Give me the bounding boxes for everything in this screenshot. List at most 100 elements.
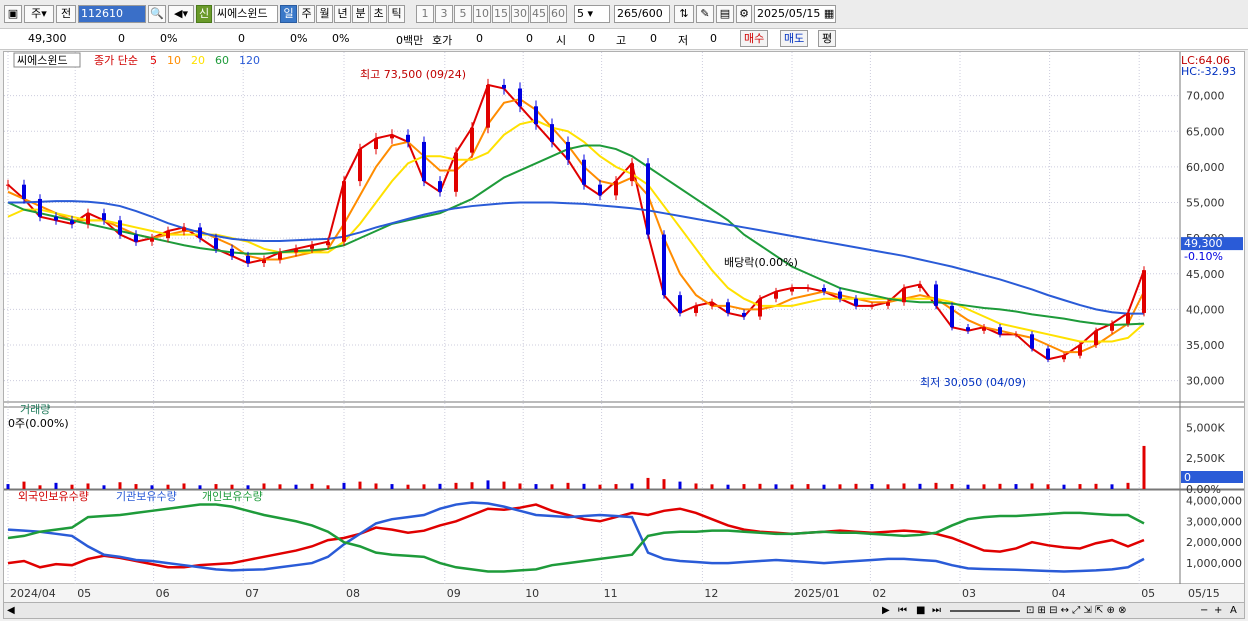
interval-button-3[interactable]: 10 — [473, 5, 491, 23]
volume-bar — [102, 485, 106, 489]
volume-bar — [470, 482, 474, 489]
ma-line-20 — [7, 119, 1145, 343]
candle-body — [454, 152, 458, 192]
new-button[interactable]: 신 — [196, 5, 212, 23]
forward-icon[interactable]: ⏭ — [932, 605, 941, 616]
volume-bar — [358, 481, 362, 489]
volume-bar — [918, 483, 922, 489]
x-tick-label: 2025/01 — [794, 587, 840, 600]
low-value: 0 — [710, 32, 717, 45]
zoom-tools-icon[interactable]: ⊡ ⊞ ⊟ ↔ ⤢ ⇲ ⇱ ⊕ ⊗ — [1026, 605, 1127, 616]
interval-select[interactable]: 5 ▾ — [574, 5, 610, 23]
zoom-in-icon[interactable]: + — [1214, 605, 1223, 616]
rewind-icon[interactable]: ⏮ — [898, 605, 907, 616]
indicator-icon[interactable]: ⇅ — [674, 5, 694, 23]
candle-body — [518, 88, 522, 107]
candle-body — [390, 134, 394, 139]
x-axis: 2024/04 05 06 07 08 09 10 11 12 2025/01 02 03 04 05 05… — [4, 584, 1244, 602]
market-label: 주 — [31, 7, 42, 20]
period-tab-4[interactable]: 분 — [352, 5, 369, 23]
volume-bar — [1046, 484, 1050, 489]
zoom-out-icon[interactable]: − — [1200, 605, 1209, 616]
search-icon[interactable]: 🔍 — [148, 5, 166, 23]
volume-tick-label: 0.00% — [1186, 483, 1221, 496]
volume-bar — [630, 483, 634, 489]
open-value: 0 — [588, 32, 595, 45]
prev-button[interactable]: 전 — [56, 5, 76, 23]
open-label: 시 — [556, 34, 567, 47]
market-select[interactable]: 주▾ — [24, 5, 54, 23]
save-icon[interactable]: ▤ — [716, 5, 734, 23]
volume-bar — [150, 485, 154, 489]
legend-ma-5: 5 — [150, 54, 157, 67]
volume-bar — [422, 484, 426, 489]
volume-bar — [438, 483, 442, 489]
y-tick-label: 60,000 — [1186, 161, 1225, 174]
holdings-line — [7, 503, 1145, 569]
date-field[interactable]: 2025/05/15 ▦ — [754, 5, 836, 23]
candle-body — [982, 327, 986, 331]
interval-button-4[interactable]: 15 — [492, 5, 510, 23]
scroll-left-icon[interactable]: ◀ — [7, 605, 15, 616]
interval-button-6[interactable]: 45 — [530, 5, 548, 23]
zoom-slider[interactable] — [950, 610, 1020, 612]
scroll-right-icon[interactable]: ▶ — [882, 605, 890, 616]
code-input[interactable]: 112610 — [78, 5, 146, 23]
candle-body — [374, 138, 378, 150]
period-tab-1[interactable]: 주 — [298, 5, 315, 23]
period-tab-0[interactable]: 일 — [280, 5, 297, 23]
x-tick-label: 2024/04 — [10, 587, 56, 600]
period-tab-2[interactable]: 월 — [316, 5, 333, 23]
volume-bar — [1014, 484, 1018, 489]
window-icon[interactable]: ▣ — [4, 5, 22, 23]
buy-button[interactable]: 매수 — [740, 30, 769, 47]
candle-body — [630, 163, 634, 182]
candle-body — [182, 227, 186, 231]
interval-button-1[interactable]: 3 — [435, 5, 453, 23]
x-end-label: 05/15 — [1188, 587, 1220, 600]
chart-svg[interactable]: 70,00065,00060,00055,00050,00045,00040,0… — [4, 52, 1244, 602]
stock-name-field[interactable]: 씨에스윈드 — [214, 5, 278, 23]
scroll-bar[interactable]: ◀ ▶ ⏮ ■ ⏭ ⊡ ⊞ ⊟ ↔ ⤢ ⇲ ⇱ ⊕ ⊗ − + A — [3, 602, 1245, 619]
volume-bar — [518, 483, 522, 489]
x-tick-label: 06 — [156, 587, 170, 600]
flat-button[interactable]: 평 — [818, 30, 837, 47]
candle-body — [230, 248, 234, 256]
candle-body — [774, 291, 778, 299]
period-tab-3[interactable]: 년 — [334, 5, 351, 23]
font-size-icon[interactable]: A — [1230, 605, 1237, 616]
gear-icon[interactable]: ⚙ — [736, 5, 752, 23]
candle-body — [806, 288, 810, 289]
sell-button[interactable]: 매도 — [780, 30, 809, 47]
period-tab-6[interactable]: 틱 — [388, 5, 405, 23]
interval-button-5[interactable]: 30 — [511, 5, 529, 23]
holdings-tick-label: 3,000,000 — [1186, 515, 1242, 528]
interval-button-0[interactable]: 1 — [416, 5, 434, 23]
volume-bar — [246, 485, 250, 489]
lc-label: LC:64.06 — [1181, 54, 1230, 67]
holdings-panel: 4,000,000 3,000,000 2,000,000 1,000,000 외국인보… — [7, 490, 1242, 573]
y-tick-label: 55,000 — [1186, 197, 1225, 210]
candle-body — [118, 220, 122, 235]
quote-bar: 49,300 0 0% 0 0% 0% 0백만 호가 0 0 시 0 고 0 저… — [0, 29, 1248, 50]
hoga-value-1: 0 — [476, 32, 483, 45]
candle-body — [326, 241, 330, 246]
candle-body — [822, 288, 826, 292]
interval-button-7[interactable]: 60 — [549, 5, 567, 23]
volume-bar — [966, 484, 970, 489]
candle-body — [694, 305, 698, 313]
candle-body — [534, 106, 538, 125]
interval-button-2[interactable]: 5 — [454, 5, 472, 23]
x-tick-label: 07 — [245, 587, 259, 600]
period-tab-5[interactable]: 초 — [370, 5, 387, 23]
volume-bar — [646, 477, 650, 489]
ma-line-5 — [7, 83, 1145, 361]
legend-stock-name: 씨에스윈드 — [17, 53, 68, 67]
count-field[interactable]: 265/600 — [614, 5, 670, 23]
dividend-annotation: 배당락(0.00%) — [724, 256, 798, 269]
draw-icon[interactable]: ✎ — [696, 5, 714, 23]
stop-icon[interactable]: ■ — [916, 605, 926, 616]
candle-body — [150, 238, 154, 242]
speaker-icon[interactable]: ◀▾ — [168, 5, 194, 23]
volume-current-label: 0 — [1184, 471, 1191, 484]
